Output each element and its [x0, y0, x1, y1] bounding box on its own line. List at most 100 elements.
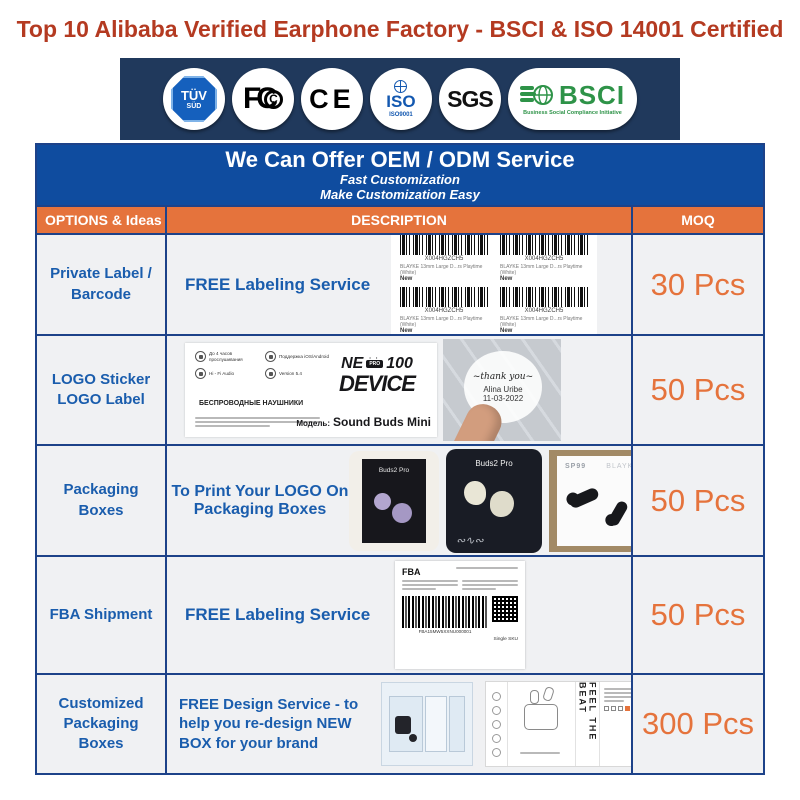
description-text: FREE Labeling Service	[185, 605, 371, 624]
feature-text: Поддержка iOS/Android	[279, 353, 330, 359]
brand-pro-badge: PRO	[366, 355, 384, 368]
barcode-desc: BLAYKE 13mm Large D...rs Playtime (White…	[500, 316, 583, 328]
product-label-image: До 4 часов прослушивания Поддержка iOS/A…	[185, 343, 437, 437]
sticker-name: Alina Uribe	[483, 384, 523, 394]
feature-text: Hi - Fi Audio	[209, 371, 235, 377]
earbud-image	[392, 502, 412, 523]
column-header-options: OPTIONS & Ideas	[37, 207, 167, 233]
table-row-packaging-boxes: Packaging Boxes To Print Your LOGO On Pa…	[37, 446, 763, 557]
moq-value: 50 Pcs	[650, 597, 746, 632]
description-cell: До 4 часов прослушивания Поддержка iOS/A…	[167, 336, 633, 444]
text-line-placeholder	[462, 588, 496, 590]
label-header-text	[456, 567, 518, 571]
feature-item: Поддержка iOS/Android	[265, 351, 331, 363]
earbud-case-image	[395, 716, 411, 734]
barcode-code: X004HGZCH5	[424, 308, 464, 314]
option-label: LOGO Sticker LOGO Label	[37, 336, 167, 444]
bsci-sub-label: Business Social Compliance Initiative	[523, 110, 622, 116]
feature-text: Version 5.4	[279, 371, 302, 377]
sticker-date: 11-03-2022	[482, 393, 524, 403]
bsci-logo: BSCI Business Social Compliance Initiati…	[507, 68, 638, 130]
feature-icon	[492, 733, 501, 743]
playtime-icon	[195, 351, 206, 363]
case-outline-icon	[524, 704, 558, 730]
fcc-letter-f: F	[242, 82, 261, 115]
fcc-circled-c: C	[263, 89, 283, 109]
ce-mark-icon: CE	[309, 83, 355, 114]
box-photo: Buds2 Pro	[349, 450, 439, 551]
text-line-placeholder	[462, 584, 518, 586]
description-cell: FREE Labeling Service X004HGZCH5 BLAYKE …	[167, 235, 633, 334]
fcc-logo: F C C	[231, 68, 294, 130]
fba-title: FBA	[402, 567, 421, 577]
barcode-code: X004HGZCH5	[524, 256, 564, 262]
description-cell: FREE Labeling Service FBA	[167, 557, 633, 673]
text-line-placeholder	[195, 421, 320, 423]
moq-value: 50 Pcs	[650, 482, 746, 518]
feature-item: До 4 часов прослушивания	[195, 351, 261, 363]
brand-name-left: NE	[341, 355, 364, 372]
text-line-placeholder	[604, 700, 625, 702]
barcode-labels-image: X004HGZCH5 BLAYKE 13mm Large D...rs Play…	[391, 235, 597, 334]
dieline-design-blue	[381, 682, 473, 766]
moq-value: 30 Pcs	[650, 266, 746, 302]
sgs-logo: SGS	[438, 68, 501, 130]
earbud-image	[374, 492, 391, 510]
box-brand-text: Buds2 Pro	[475, 458, 513, 468]
option-label: FBA Shipment	[37, 557, 167, 673]
bsci-hand-globe-icon	[519, 85, 553, 105]
banner-subtitle-2: Make Customization Easy	[320, 187, 480, 203]
barcode-icon	[500, 287, 588, 307]
table-row-fba-shipment: FBA Shipment FREE Labeling Service FBA	[37, 557, 763, 675]
earbud-outline-icon	[542, 685, 555, 703]
info-panel	[600, 682, 631, 766]
earbud-image	[567, 485, 601, 510]
text-line-placeholder	[402, 588, 436, 590]
banner-subtitle-1: Fast Customization	[340, 172, 460, 188]
brand-name-right: 100	[386, 355, 413, 372]
label-heading: БЕСПРОВОДНЫЕ НАУШНИКИ	[199, 400, 304, 407]
barcode-desc: BLAYKE 13mm Large D...rs Playtime (White…	[400, 264, 483, 276]
model-line: Модель: Sound Buds Mini	[296, 415, 431, 429]
brand-device-text: DEVICE	[339, 371, 416, 396]
text-line-placeholder	[604, 688, 631, 690]
feature-item: Version 5.4	[265, 368, 331, 380]
ce-logo: CE	[300, 68, 363, 130]
tuv-label: TÜV	[180, 87, 207, 103]
service-table: We Can Offer OEM / ODM Service Fast Cust…	[35, 143, 765, 775]
text-line-placeholder	[195, 417, 320, 419]
fba-shipping-label-image: FBA	[395, 561, 525, 669]
feature-text: До 4 часов прослушивания	[209, 351, 243, 362]
column-header-moq: MOQ	[681, 212, 715, 228]
text-line-placeholder	[604, 696, 631, 698]
tuv-sub-label: SÜD	[186, 102, 202, 110]
feature-icon	[492, 719, 501, 729]
dieline-panel	[425, 696, 447, 752]
moq-value: 300 Pcs	[641, 706, 754, 741]
ce-mini-icon	[604, 706, 609, 711]
box-brand-text: BLAYKE	[606, 462, 633, 470]
model-value: Sound Buds Mini	[333, 415, 431, 429]
iso-sub-label: ISO9001	[389, 111, 413, 118]
feature-list: До 4 часов прослушивания Поддержка iOS/A…	[195, 351, 331, 380]
sticker-script-text: ~thank you~	[472, 371, 534, 382]
earbud-outline-icon	[530, 690, 539, 704]
table-row-logo-sticker: LOGO Sticker LOGO Label До 4 часов просл…	[37, 336, 763, 446]
earbud-image	[606, 498, 630, 528]
fcc-mark-icon: F C C	[243, 82, 283, 116]
description-cell: To Print Your LOGO On Packaging Boxes Bu…	[167, 446, 633, 555]
barcode-label: X004HGZCH5 BLAYKE 13mm Large D...rs Play…	[400, 287, 488, 334]
model-key: Модель:	[296, 419, 330, 428]
iso-logo: ISO ISO9001	[369, 68, 432, 130]
barcode-condition: New	[400, 276, 413, 282]
table-banner: We Can Offer OEM / ODM Service Fast Cust…	[37, 145, 763, 205]
barcode-icon	[400, 287, 488, 307]
table-row-private-label: Private Label / Barcode FREE Labeling Se…	[37, 235, 763, 336]
earbud-image	[490, 490, 514, 517]
qr-code-icon	[492, 596, 518, 622]
tuv-sud-logo: TÜV SÜD	[162, 68, 225, 130]
text-line-placeholder	[520, 752, 561, 754]
text-line-placeholder	[402, 584, 458, 586]
text-line-placeholder	[462, 580, 518, 582]
box-brand-text: SP99	[565, 462, 587, 470]
